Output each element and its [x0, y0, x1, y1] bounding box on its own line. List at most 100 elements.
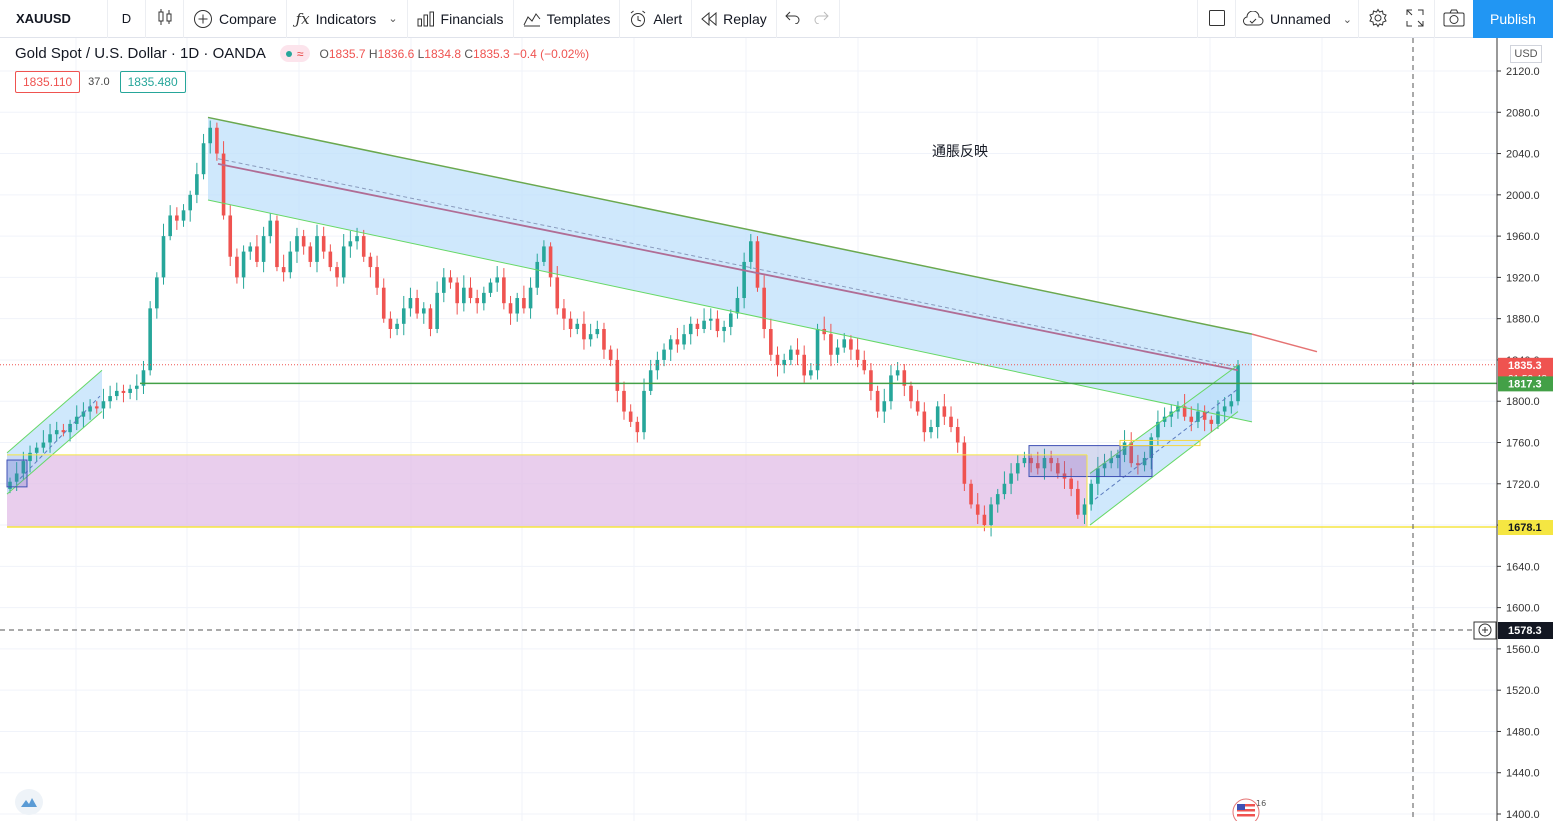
candle [755, 236, 760, 292]
us-flag-event-icon[interactable]: 16 [1230, 798, 1266, 821]
candle [575, 318, 580, 335]
price-tick-label: 2120.0 [1506, 66, 1540, 78]
interval-button[interactable]: D [108, 0, 146, 38]
candle-body [1136, 463, 1140, 466]
left-channel-upper [6, 369, 103, 454]
candle [1136, 454, 1140, 475]
annotation-text[interactable]: 通脹反映 [932, 144, 988, 160]
top-toolbar: XAUUSD D Compare ƒx Indicators ⌄ Financi… [0, 0, 1553, 38]
alert-button[interactable]: Alert [620, 0, 693, 38]
candle [121, 384, 126, 403]
plus-circle-icon [193, 9, 213, 29]
candle-body [515, 298, 520, 314]
candle [735, 286, 740, 319]
candle-body [528, 287, 533, 309]
candle [1035, 451, 1040, 475]
financials-button[interactable]: Financials [408, 0, 514, 38]
crosshair-price-label: 1578.3 [1508, 625, 1542, 637]
candle-body [8, 481, 12, 489]
templates-button[interactable]: Templates [514, 0, 621, 38]
candle [642, 378, 646, 440]
candle [268, 213, 273, 244]
candle [648, 359, 653, 396]
indicators-button[interactable]: ƒx Indicators ⌄ [287, 0, 408, 38]
candle-body [829, 334, 833, 355]
candle [815, 323, 820, 380]
replay-button[interactable]: Replay [692, 0, 777, 38]
channel-dashed-line [217, 158, 1239, 368]
publish-button[interactable]: Publish [1473, 0, 1553, 38]
consolidation-box [1028, 445, 1121, 478]
candle-body [742, 261, 746, 299]
candle-body [341, 246, 346, 278]
candle [1056, 457, 1060, 479]
price-chart[interactable]: 2120.0 2080.0 2040.0 2000.0 1960.0 1920.0 1880… [0, 38, 1553, 821]
price-tick-label: 1880.0 [1506, 314, 1540, 326]
candle [508, 295, 513, 325]
candle [595, 320, 600, 339]
candle [568, 311, 573, 338]
candle-body [428, 308, 433, 329]
candle [408, 287, 413, 317]
sell-button[interactable]: 1835.110 [15, 71, 81, 93]
candle [1002, 471, 1007, 500]
snapshot-button[interactable] [1434, 0, 1473, 38]
candle [301, 229, 306, 255]
candle-body [381, 287, 386, 319]
symbol-search-button[interactable]: XAUUSD [0, 0, 108, 38]
candle [782, 353, 786, 374]
candle-body [1182, 406, 1187, 417]
layout-menu-button[interactable]: Unnamed ⌄ [1235, 0, 1358, 38]
settings-button[interactable] [1358, 0, 1396, 38]
candle [21, 451, 26, 480]
select-checkbox-button[interactable] [1197, 0, 1235, 38]
candle [248, 242, 253, 260]
candle-body [688, 323, 693, 335]
chart-legend: Gold Spot / U.S. Dollar · 1D · OANDA ≈ O… [15, 45, 589, 62]
chart-style-button[interactable] [146, 0, 184, 38]
candle [488, 278, 493, 297]
candle [855, 338, 860, 368]
candle [1229, 393, 1234, 414]
compare-button[interactable]: Compare [184, 0, 287, 38]
candle-body [288, 251, 293, 273]
candle-body [1069, 478, 1073, 489]
candle [502, 268, 506, 310]
undo-button[interactable] [777, 0, 807, 38]
symbol-title[interactable]: Gold Spot / U.S. Dollar · 1D · OANDA [15, 45, 266, 62]
buy-button[interactable]: 1835.480 [119, 71, 186, 93]
candle-body [128, 388, 132, 393]
currency-label[interactable]: USD [1510, 45, 1542, 63]
candle-body [842, 339, 847, 348]
candle-body [542, 246, 546, 262]
candle [1102, 453, 1107, 477]
candle [535, 253, 540, 295]
last-price-label: 1835.3 [1508, 360, 1542, 372]
candle-body [1042, 457, 1047, 469]
redo-button[interactable] [807, 0, 840, 38]
candle-body [361, 236, 366, 257]
candle-body [989, 504, 993, 526]
candle-body [1035, 463, 1040, 469]
candle-body [495, 277, 499, 283]
market-status[interactable]: ≈ [279, 45, 310, 62]
candle [775, 346, 780, 377]
price-tick-label: 2080.0 [1506, 107, 1540, 119]
candle [789, 345, 793, 366]
candle-body [895, 370, 900, 376]
right-channel-mid [1094, 388, 1239, 500]
candle [702, 308, 706, 334]
candle [68, 419, 72, 442]
camera-icon [1443, 9, 1465, 30]
candle-body [155, 277, 159, 309]
candle [81, 402, 86, 429]
fullscreen-button[interactable] [1396, 0, 1434, 38]
candle-body [1076, 488, 1080, 515]
candle-body [555, 277, 560, 309]
candle-body [929, 427, 933, 433]
candle-body [675, 339, 680, 345]
candle-body [301, 236, 306, 247]
tradingview-logo-icon[interactable] [15, 789, 43, 815]
candle [835, 339, 840, 364]
candle-body [161, 236, 166, 278]
